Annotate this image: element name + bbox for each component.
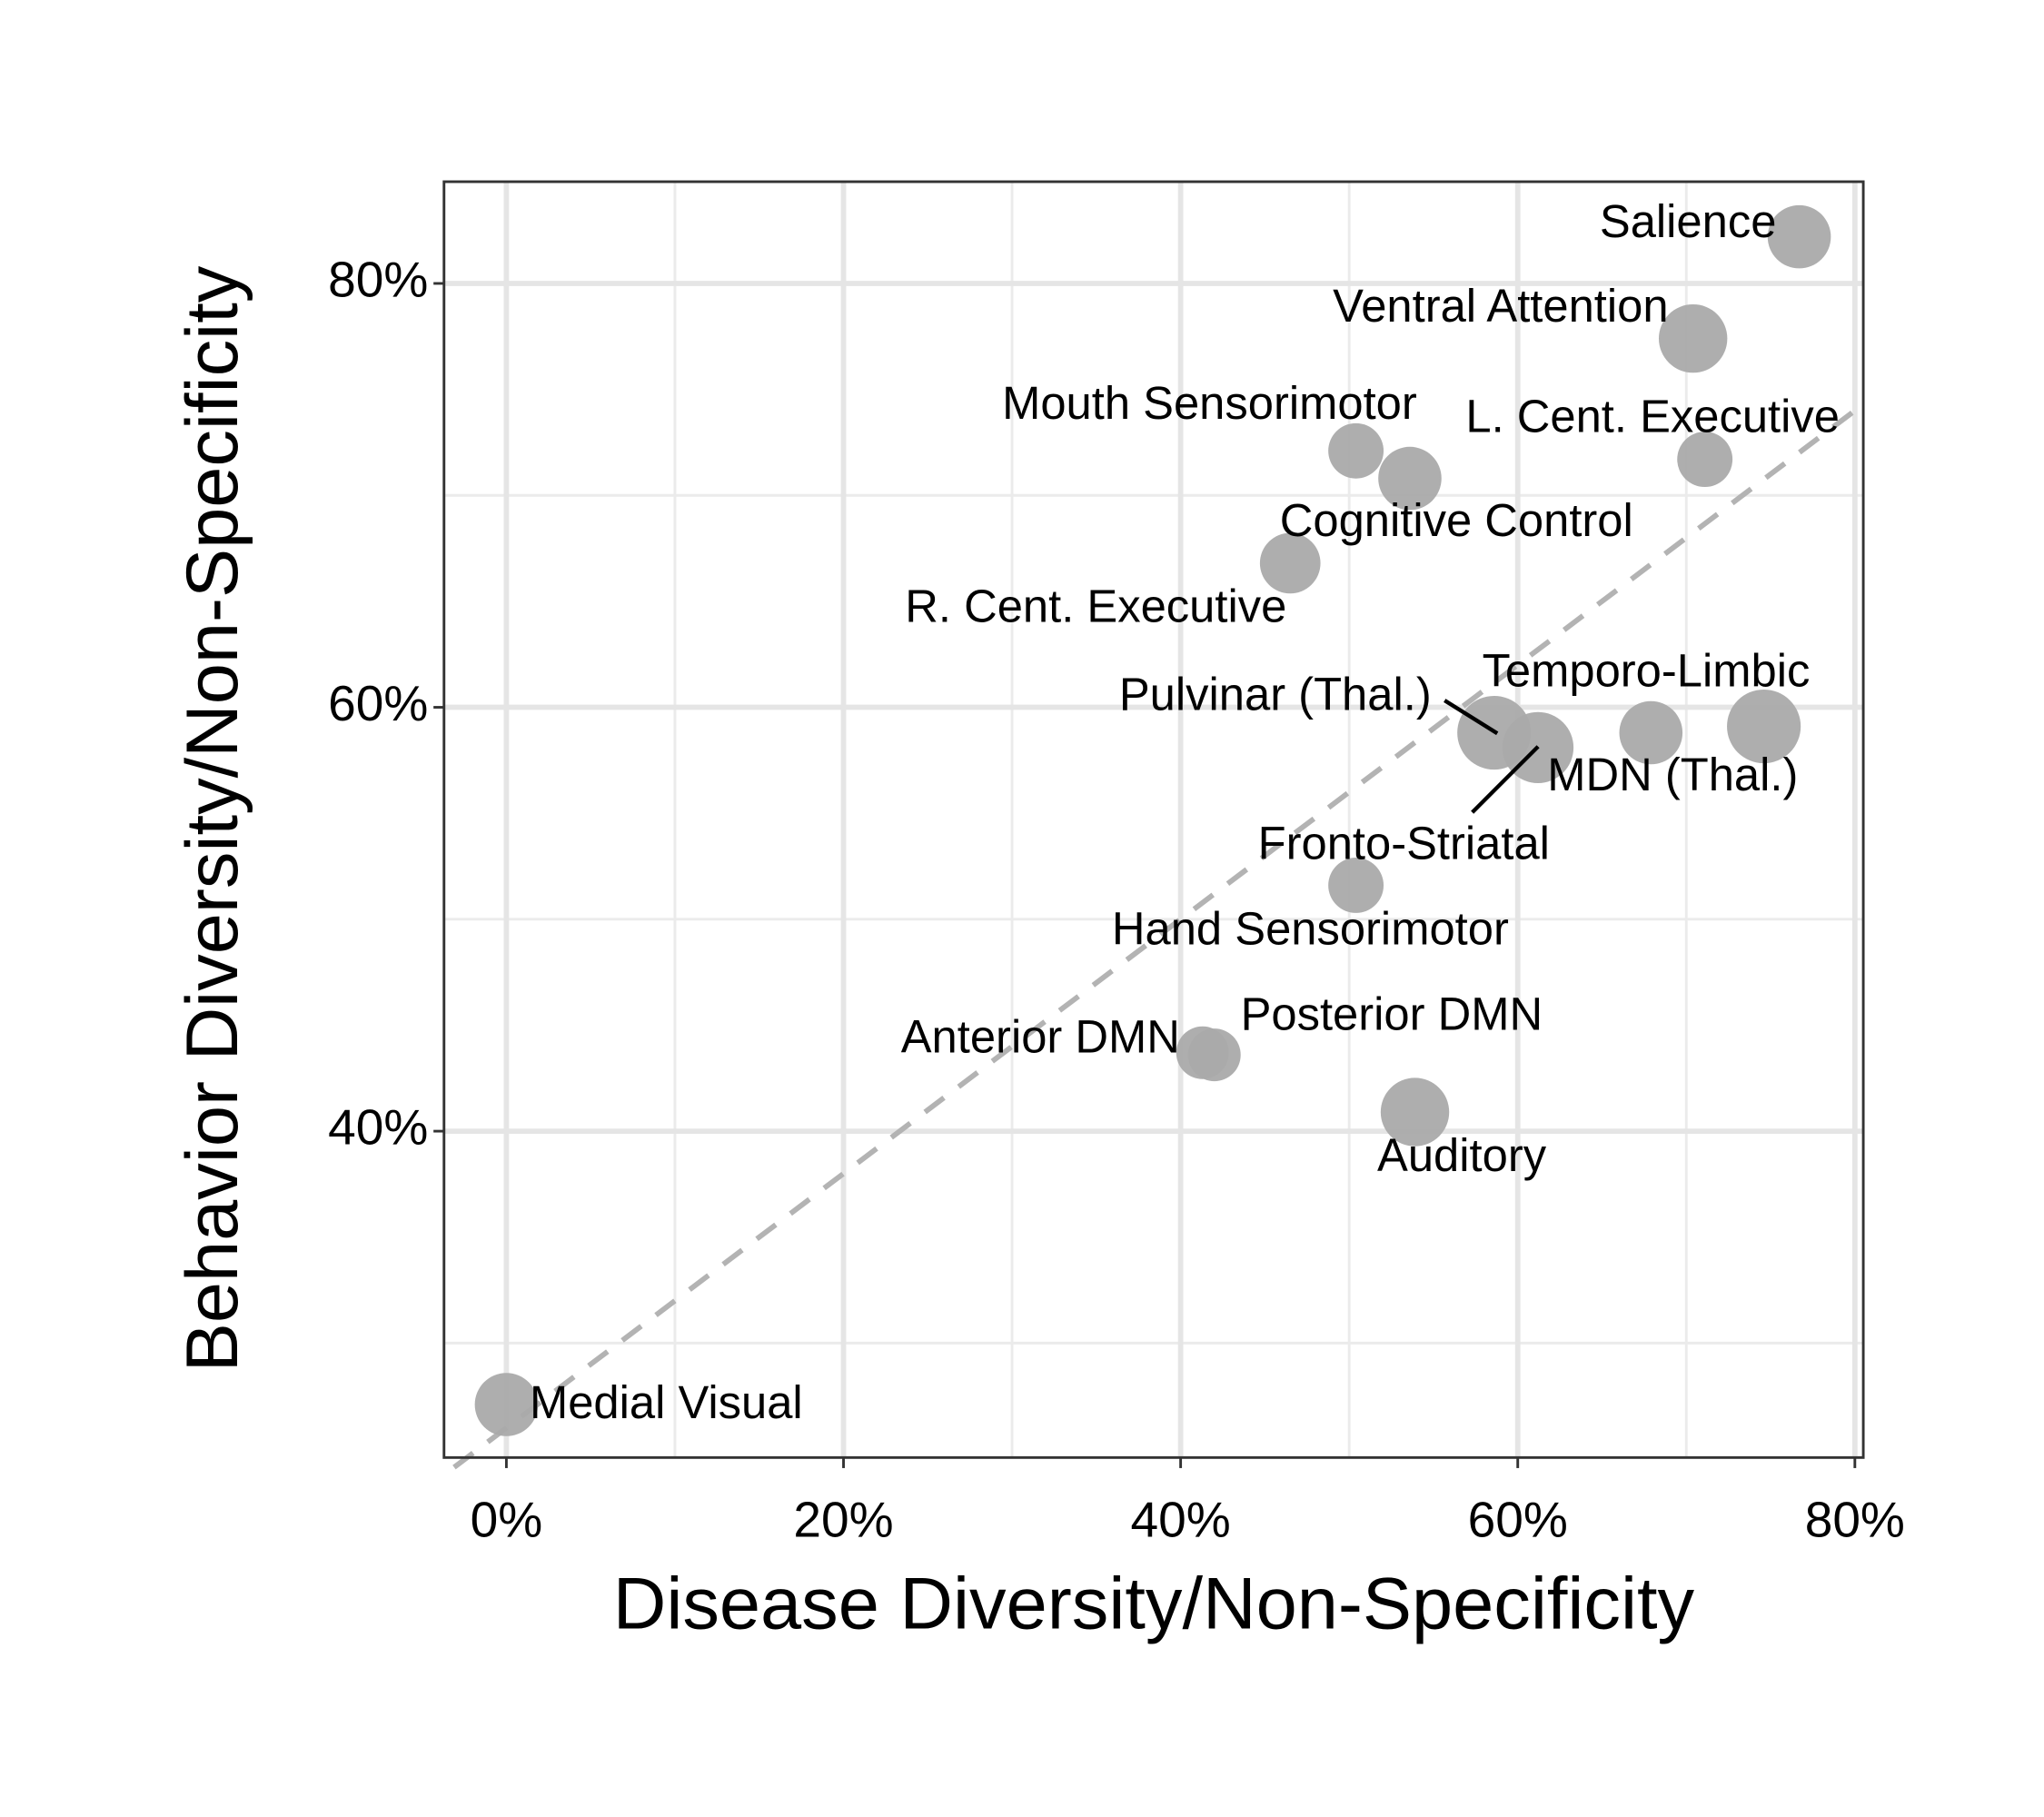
point-label: MDN (Thal.) [1547, 749, 1798, 800]
point-label: Pulvinar (Thal.) [1119, 669, 1432, 720]
point [1767, 204, 1831, 269]
point [1727, 689, 1801, 764]
plot-area: Medial Visual Anterior DMN Posterior DMN Au… [452, 195, 1859, 1470]
point-label: Auditory [1377, 1129, 1547, 1181]
y-tick-label: 80% [328, 252, 428, 308]
x-axis-title: Disease Diversity/Non-Specificity [613, 1563, 1695, 1644]
point [1619, 700, 1683, 765]
x-tick-label: 0% [471, 1491, 543, 1547]
leader-line [1444, 699, 1499, 736]
grid [443, 182, 1864, 1458]
leader-line [1471, 745, 1540, 814]
point-label: Cognitive Control [1280, 494, 1633, 546]
point-label: Fronto-Striatal [1258, 817, 1550, 869]
point [1187, 1028, 1241, 1082]
point-label: Ventral Attention [1333, 280, 1668, 332]
point [474, 1373, 539, 1436]
point-label: R. Cent. Executive [905, 580, 1286, 631]
point [1380, 1077, 1450, 1147]
point-label: Medial Visual [530, 1376, 803, 1428]
point-label: Hand Sensorimotor [1112, 902, 1509, 954]
point-label: Posterior DMN [1241, 988, 1543, 1040]
y-tick-label: 40% [328, 1099, 428, 1156]
point-label: Mouth Sensorimotor [1002, 377, 1417, 429]
point [1677, 432, 1733, 488]
point-label: L. Cent. Executive [1465, 391, 1840, 442]
point-label: Salience [1600, 195, 1777, 247]
x-tick-label: 80% [1805, 1491, 1905, 1547]
point-label: Anterior DMN [901, 1010, 1180, 1062]
y-tick-label: 60% [328, 675, 428, 731]
plot-border [442, 180, 1865, 1459]
point [1259, 532, 1321, 594]
y-axis-title: Behavior Diversity/Non-Specificity [172, 265, 253, 1372]
x-tick-label: 60% [1468, 1491, 1568, 1547]
point [1328, 422, 1384, 479]
x-tick-label: 20% [793, 1491, 893, 1547]
point [1328, 858, 1384, 913]
x-tick-label: 40% [1131, 1491, 1231, 1547]
point [1659, 303, 1728, 373]
point [1378, 446, 1442, 511]
point-label: Temporo-Limbic [1483, 644, 1811, 696]
